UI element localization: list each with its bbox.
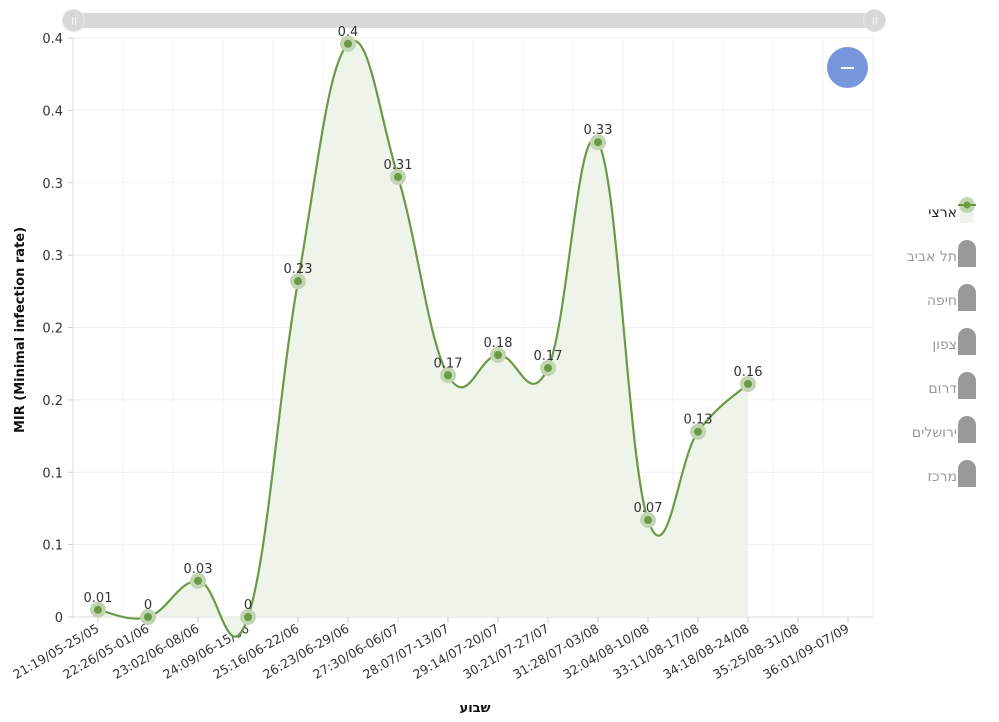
y-tick-label: 0.2	[42, 394, 63, 409]
data-points: 0.01 0 0.03 0 0.23 0.4 0.31 0.17 0.18 0.17 0.33 0.0…	[84, 25, 763, 625]
data-point[interactable]	[494, 351, 502, 360]
x-tick-label: 31:28/07-03/08	[510, 621, 601, 682]
data-point[interactable]	[194, 576, 202, 585]
y-tick-label: 0	[55, 611, 63, 626]
legend-label: מרכז	[927, 469, 957, 485]
series-line	[97, 39, 749, 638]
y-axis-title: MIR (Minimal infection rate)	[13, 227, 28, 433]
data-point[interactable]	[694, 427, 702, 436]
data-label: 0.17	[534, 349, 563, 364]
x-tick-label: 28:07/07-13/07	[360, 621, 451, 682]
y-tick-label: 0.4	[42, 104, 63, 119]
y-tick-label: 0.1	[42, 466, 63, 481]
data-label: 0	[244, 598, 252, 613]
x-tick-label: 23:02/06-08/06	[110, 621, 201, 682]
legend-label: צפון	[932, 337, 957, 353]
range-slider-track[interactable]	[62, 13, 886, 28]
x-tick-label: 21:19/05-25/05	[10, 621, 101, 682]
x-tick-label: 25:16/06-22/06	[210, 621, 301, 682]
range-slider-start-handle[interactable]	[62, 9, 85, 32]
data-label: 0.16	[734, 365, 763, 380]
x-tick-label: 29:14/07-20/07	[410, 621, 501, 682]
data-point[interactable]	[594, 138, 602, 147]
legend-item-south[interactable]: דרום	[895, 371, 999, 415]
x-tick-label: 34:18/08-24/08	[660, 621, 751, 682]
x-tick-label: 33:11/08-17/08	[610, 621, 701, 682]
legend-label: תל אביב	[906, 249, 957, 265]
y-axis: 0 0.1 0.1 0.2 0.2 0.3 0.3 0.4 0.4	[42, 32, 74, 626]
data-point[interactable]	[244, 613, 252, 621]
hidden-series-icon	[958, 328, 976, 355]
legend-label: חיפה	[926, 293, 957, 309]
range-slider-end-handle[interactable]	[863, 9, 886, 32]
legend-item-haifa[interactable]: חיפה	[895, 283, 999, 327]
legend-item-tel-aviv[interactable]: תל אביב	[895, 239, 999, 283]
legend-item-center[interactable]: מרכז	[895, 459, 999, 503]
x-tick-label: 32:04/08-10/08	[560, 621, 651, 682]
series-area	[98, 40, 748, 637]
x-tick-label: 22:26/05-01/06	[60, 621, 151, 682]
data-point[interactable]	[94, 605, 102, 614]
data-point[interactable]	[344, 39, 352, 48]
x-axis-title: שבוע	[460, 701, 491, 716]
hidden-series-icon	[958, 416, 976, 443]
x-tick-label: 30:21/07-27/07	[460, 621, 551, 682]
data-label: 0	[144, 598, 152, 613]
data-point[interactable]	[644, 516, 652, 525]
data-label: 0.23	[284, 262, 313, 277]
data-label: 0.01	[84, 591, 113, 606]
y-tick-label: 0.4	[42, 32, 63, 47]
hidden-series-icon	[958, 460, 976, 487]
legend-label: דרום	[928, 381, 957, 397]
data-point[interactable]	[744, 379, 752, 388]
data-label: 0.17	[434, 356, 463, 371]
data-label: 0.07	[634, 501, 663, 516]
y-tick-label: 0.3	[42, 249, 63, 264]
x-tick-label: 26:23/06-29/06	[260, 621, 351, 682]
y-tick-label: 0.1	[42, 539, 63, 554]
data-point[interactable]	[544, 364, 552, 373]
data-label: 0.31	[384, 158, 413, 173]
data-label: 0.13	[684, 413, 713, 428]
data-label: 0.33	[584, 123, 613, 138]
legend-label: ירושלים	[911, 425, 957, 441]
hidden-series-icon	[958, 284, 976, 311]
legend-label: ארצי	[928, 205, 957, 221]
legend-item-north[interactable]: צפון	[895, 327, 999, 371]
data-point[interactable]	[294, 277, 302, 286]
data-label: 0.18	[484, 336, 513, 351]
y-tick-label: 0.3	[42, 177, 63, 192]
x-axis: 21:19/05-25/0522:26/05-01/0623:02/06-08/…	[10, 616, 873, 682]
line-marker-icon	[958, 197, 976, 223]
zoom-reset-button[interactable]	[827, 47, 868, 88]
hidden-series-icon	[958, 372, 976, 399]
data-point[interactable]	[444, 371, 452, 380]
data-label: 0.4	[338, 25, 359, 40]
x-tick-label: 27:30/06-06/07	[310, 621, 401, 682]
data-label: 0.03	[184, 562, 213, 577]
legend-item-national[interactable]: ארצי	[895, 195, 999, 239]
legend-item-jerusalem[interactable]: ירושלים	[895, 415, 999, 459]
legend: ארצי תל אביב חיפה צפון דרום ירושלים מרכז	[895, 195, 999, 503]
x-tick-label: 36:01/09-07/09	[760, 621, 851, 682]
data-point[interactable]	[144, 613, 152, 621]
hidden-series-icon	[958, 240, 976, 267]
data-point[interactable]	[394, 172, 402, 181]
y-tick-label: 0.2	[42, 322, 63, 337]
x-tick-label: 35:25/08-31/08	[710, 621, 801, 682]
